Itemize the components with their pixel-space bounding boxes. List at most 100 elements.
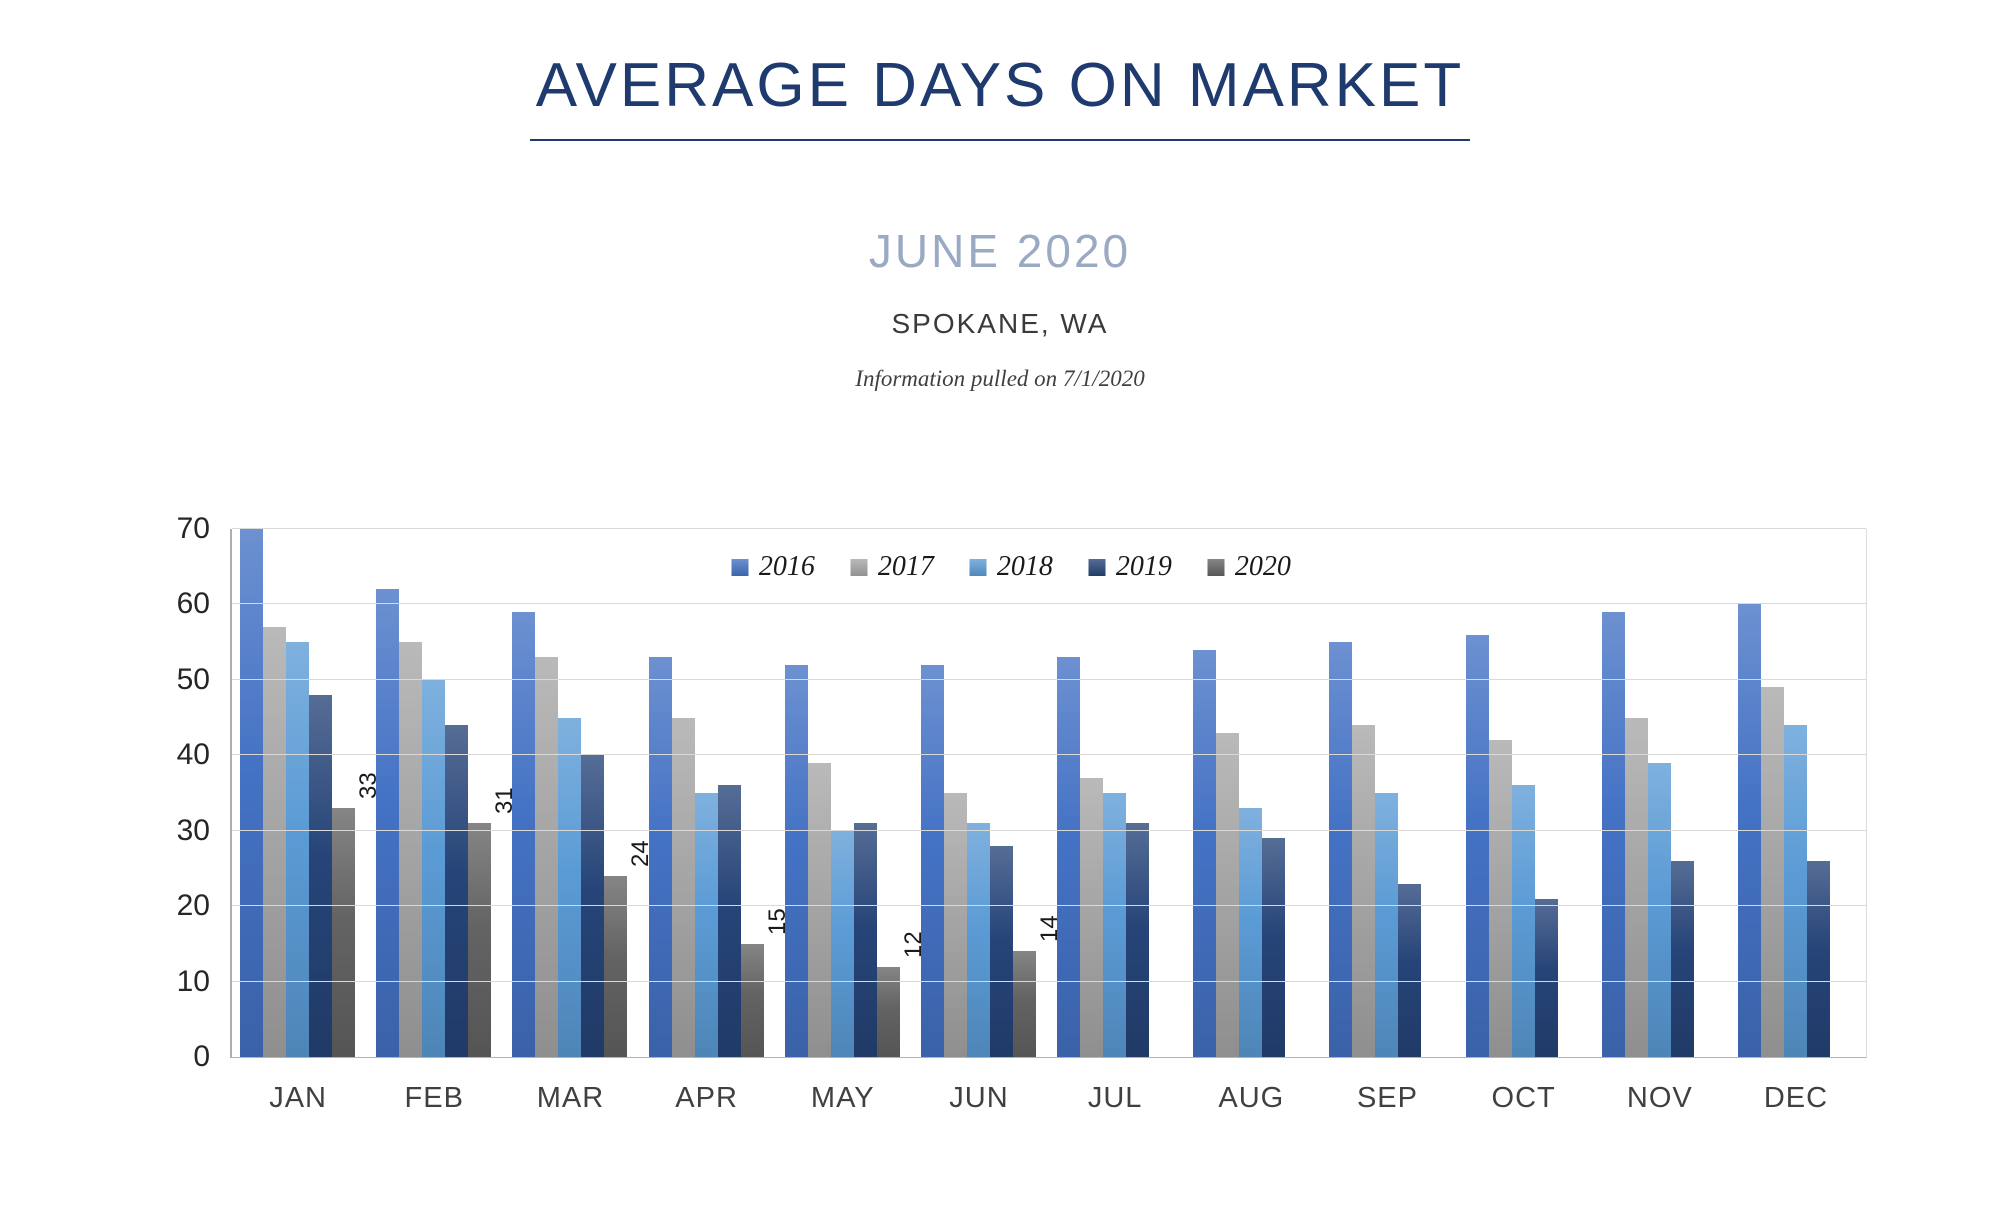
bar-2016-mar [512,611,536,1058]
x-tick-label-may: MAY [810,1082,875,1114]
bar-2017-jul [1080,777,1104,1058]
bar-2017-mar [535,657,559,1057]
month-group-apr: 15 [641,529,791,1058]
bars-oct [1465,529,1587,1058]
bar-2017-may [807,762,831,1058]
gridline-50 [232,678,1866,680]
legend-label-2016: 2016 [758,551,815,582]
bar-2019-dec [1806,860,1830,1058]
legend-label-2020: 2020 [1234,551,1291,582]
x-tick-label-jan: JAN [269,1082,327,1114]
bar-2018-jul [1103,793,1127,1057]
bars-jan: 33 [240,529,382,1058]
gridline-60 [232,603,1866,605]
bar-2016-feb [376,589,400,1057]
bar-2019-nov [1670,860,1694,1058]
bars-jun: 14 [920,529,1063,1058]
y-axis-labels: 0 10 20 30 40 50 60 70 [100,512,210,1073]
x-tick-label-feb: FEB [404,1082,464,1114]
bar-2018-aug [1239,808,1263,1057]
legend-item-2017: 2017 [850,551,934,583]
bar-2016-oct [1465,634,1489,1058]
bar-2017-feb [399,642,423,1057]
bar-2017-nov [1624,717,1648,1058]
bar-2020-apr [740,943,764,1058]
y-tick-label-30: 30 [176,813,210,847]
month-group-jul [1049,529,1185,1058]
bar-2019-sep [1398,883,1422,1058]
bar-2016-jun [920,664,944,1058]
y-tick-label-0: 0 [193,1040,210,1073]
report-pull-note: Information pulled on 7/1/2020 [855,366,1145,391]
x-tick-label-sep: SEP [1356,1082,1418,1114]
bar-2016-sep [1329,642,1353,1057]
legend-swatch-2019 [1088,558,1106,576]
month-group-aug [1185,529,1321,1058]
x-tick-label-nov: NOV [1626,1082,1693,1114]
bars-apr: 15 [648,529,791,1058]
bars-sep [1329,529,1450,1058]
month-group-mar: 24 [504,529,654,1058]
bar-2018-sep [1375,793,1399,1057]
x-tick-label-jul: JUL [1087,1082,1143,1114]
legend-label-2018: 2018 [996,551,1053,582]
x-tick-label-mar: MAR [536,1082,605,1114]
bars-jul [1057,529,1178,1058]
month-group-may: 12 [777,529,927,1058]
bars-dec [1737,529,1859,1058]
bar-2017-jan [263,627,286,1057]
y-tick-label-60: 60 [176,587,210,621]
month-group-jun: 14 [913,529,1063,1058]
legend-swatch-2020 [1207,558,1225,576]
x-tick-label-aug: AUG [1218,1082,1285,1114]
month-group-feb: 31 [368,529,518,1058]
legend-swatch-2018 [969,558,987,576]
bars-mar: 24 [512,529,654,1058]
legend-label-2017: 2017 [877,551,934,582]
x-axis-labels: JAN FEB MAR APR MAY JUN JUL AUG SEP OCT NOV DEC [230,1082,1864,1115]
bar-2019-jul [1126,823,1150,1057]
gridline-20 [232,905,1866,907]
bars-may: 12 [784,529,927,1058]
bar-2019-aug [1262,838,1286,1057]
bar-2018-dec [1783,725,1807,1057]
page-title-wrap: AVERAGE DAYS ON MARKET [0,50,2000,141]
bar-2019-may [853,823,877,1057]
y-tick-label-70: 70 [176,512,210,545]
bar-2017-sep [1352,725,1376,1057]
bar-2019-oct [1534,898,1558,1058]
bar-groups: 33 31 24 15 12 14 [232,529,1866,1058]
bar-2018-nov [1647,762,1671,1058]
legend-label-2019: 2019 [1115,551,1172,582]
bar-2018-apr [694,793,718,1057]
bar-2017-oct [1488,740,1512,1057]
month-group-jan: 33 [232,529,382,1058]
bar-2020-jun [1012,951,1036,1057]
bar-2019-feb [445,725,469,1057]
month-group-sep [1321,529,1457,1058]
chart-legend: 2016 2017 2018 2019 2020 [731,551,1291,583]
bar-2016-jul [1057,657,1081,1057]
y-tick-label-40: 40 [176,738,210,772]
bar-2017-dec [1760,687,1784,1057]
bar-2017-apr [671,717,695,1058]
bar-2016-may [784,664,808,1058]
gridline-70 [232,528,1866,529]
bars-feb: 31 [376,529,518,1058]
bar-2018-oct [1511,785,1535,1057]
legend-item-2018: 2018 [969,551,1053,583]
bars-aug [1193,529,1314,1058]
x-tick-label-jun: JUN [949,1082,1009,1114]
y-tick-label-20: 20 [176,889,210,923]
bars-nov [1601,529,1723,1058]
bar-2019-apr [717,785,741,1057]
bar-2020-jan [332,808,355,1057]
month-group-dec [1730,529,1866,1058]
x-tick-label-oct: OCT [1491,1082,1556,1114]
y-tick-label-50: 50 [176,662,210,696]
report-month: JUNE 2020 [868,225,1132,277]
bar-2019-jan [309,694,332,1058]
bar-2018-mar [558,717,582,1058]
gridline-10 [232,980,1866,982]
bar-2018-feb [422,679,446,1058]
